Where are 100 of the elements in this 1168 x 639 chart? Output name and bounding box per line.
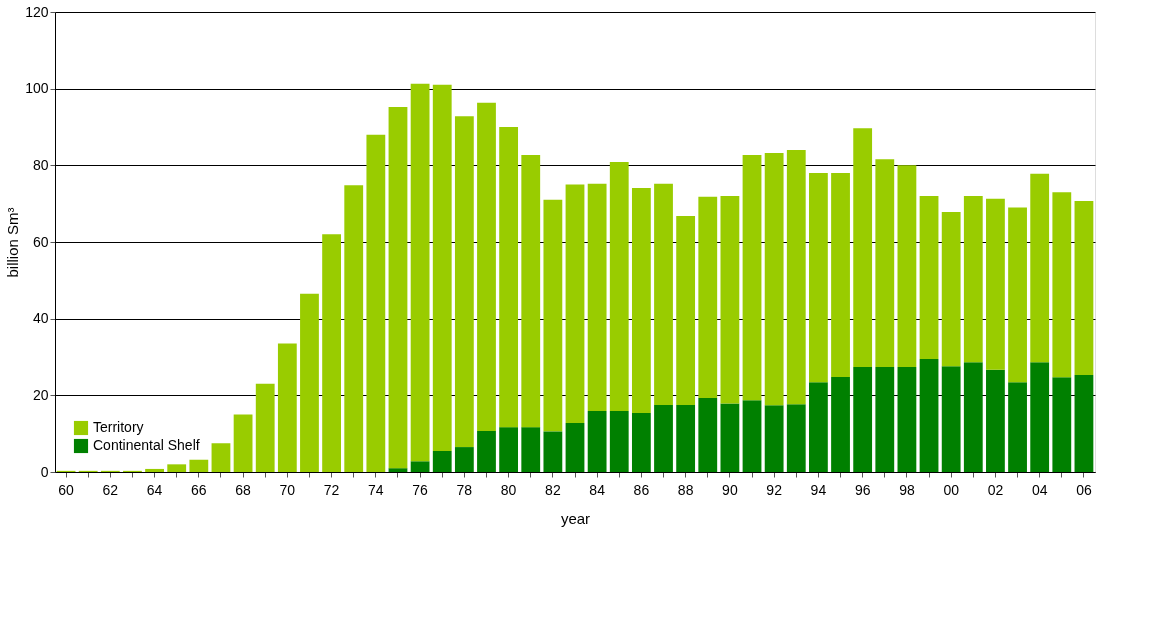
bar: [1008, 382, 1027, 472]
bar: [587, 183, 607, 412]
x-tick-label: 62: [102, 481, 119, 498]
bar: [1030, 362, 1050, 472]
bar: [322, 234, 341, 472]
bar: [499, 427, 519, 472]
x-tick-label: 98: [899, 481, 915, 498]
bar: [698, 196, 718, 399]
x-tick-label: 70: [279, 481, 296, 498]
x-tick-label: 76: [412, 481, 429, 498]
bar: [454, 447, 474, 472]
bar: [255, 383, 275, 472]
bar: [565, 422, 585, 472]
bar: [919, 196, 939, 359]
bar: [786, 150, 806, 405]
bar: [1074, 200, 1094, 376]
bar: [742, 400, 762, 472]
bar: [698, 398, 718, 472]
bar: [897, 165, 917, 367]
bar: [1052, 377, 1072, 472]
bar: [432, 84, 452, 451]
y-tick-label: 20: [32, 386, 49, 403]
bar: [809, 173, 828, 383]
y-tick-label: 100: [25, 80, 49, 97]
x-tick-label: 90: [722, 481, 738, 498]
bar: [676, 215, 696, 405]
x-tick-label: 86: [633, 481, 650, 498]
bar: [543, 199, 563, 432]
bar: [631, 187, 651, 413]
bar: [344, 185, 364, 472]
bar: [477, 430, 496, 472]
x-tick-label: 92: [766, 481, 783, 498]
bar: [919, 358, 939, 472]
bar: [654, 404, 673, 472]
bar: [786, 404, 806, 472]
x-tick-label: 06: [1076, 481, 1092, 498]
bar: [1030, 173, 1050, 363]
y-tick-label: 40: [32, 310, 49, 327]
x-tick-label: 94: [810, 481, 827, 498]
bar: [742, 154, 762, 401]
bar: [941, 212, 961, 367]
y-tick-label: 0: [40, 463, 49, 480]
x-tick-label: 80: [500, 481, 517, 498]
bar: [543, 431, 563, 472]
x-tick-label: 72: [323, 481, 340, 498]
bar: [366, 134, 386, 472]
bar: [720, 196, 740, 404]
bar: [300, 293, 319, 472]
bar: [875, 366, 895, 472]
x-tick-label: 78: [456, 481, 473, 498]
bar: [189, 459, 209, 472]
bar: [986, 198, 1005, 370]
bar: [853, 128, 873, 367]
bar: [1008, 207, 1027, 383]
bar: [963, 362, 983, 472]
x-tick-label: 00: [943, 481, 960, 498]
x-axis-title: year: [560, 509, 591, 527]
x-tick-label: 66: [191, 481, 207, 498]
bar: [410, 83, 430, 462]
x-tick-label: 84: [589, 481, 606, 498]
bar: [388, 468, 408, 472]
bar: [233, 414, 253, 472]
bar: [211, 443, 231, 472]
bar: [853, 366, 873, 472]
x-tick-label: 82: [545, 481, 561, 498]
bar: [521, 154, 541, 428]
bar: [277, 343, 297, 472]
bar: [941, 366, 961, 472]
bar: [897, 366, 917, 472]
bar: [432, 450, 452, 472]
bar: [764, 405, 784, 472]
bar: [831, 173, 850, 377]
bar: [499, 127, 519, 428]
bar: [565, 184, 585, 423]
x-tick-label: 64: [146, 481, 163, 498]
bar: [609, 161, 629, 412]
bar: [986, 369, 1005, 472]
bar: [831, 376, 850, 472]
legend-label: Territory: [93, 419, 144, 435]
bar: [454, 116, 474, 448]
bar: [521, 427, 541, 472]
bar: [477, 102, 496, 431]
x-tick-label: 60: [58, 481, 75, 498]
x-tick-label: 74: [368, 481, 384, 498]
y-axis-title: billion Sm³: [4, 207, 22, 278]
bar: [1052, 192, 1072, 378]
x-tick-label: 02: [987, 481, 1004, 498]
bar: [388, 107, 408, 469]
y-tick-label: 120: [25, 3, 49, 20]
bar: [720, 403, 740, 472]
bar: [1074, 375, 1094, 472]
bar: [875, 159, 895, 367]
bar: [587, 411, 607, 472]
legend-label: Continental Shelf: [93, 437, 200, 453]
bar: [145, 468, 164, 472]
bar: [631, 412, 651, 472]
x-tick-label: 96: [854, 481, 871, 498]
bar: [654, 183, 673, 405]
bar: [764, 153, 784, 406]
y-tick-label: 80: [32, 156, 49, 173]
